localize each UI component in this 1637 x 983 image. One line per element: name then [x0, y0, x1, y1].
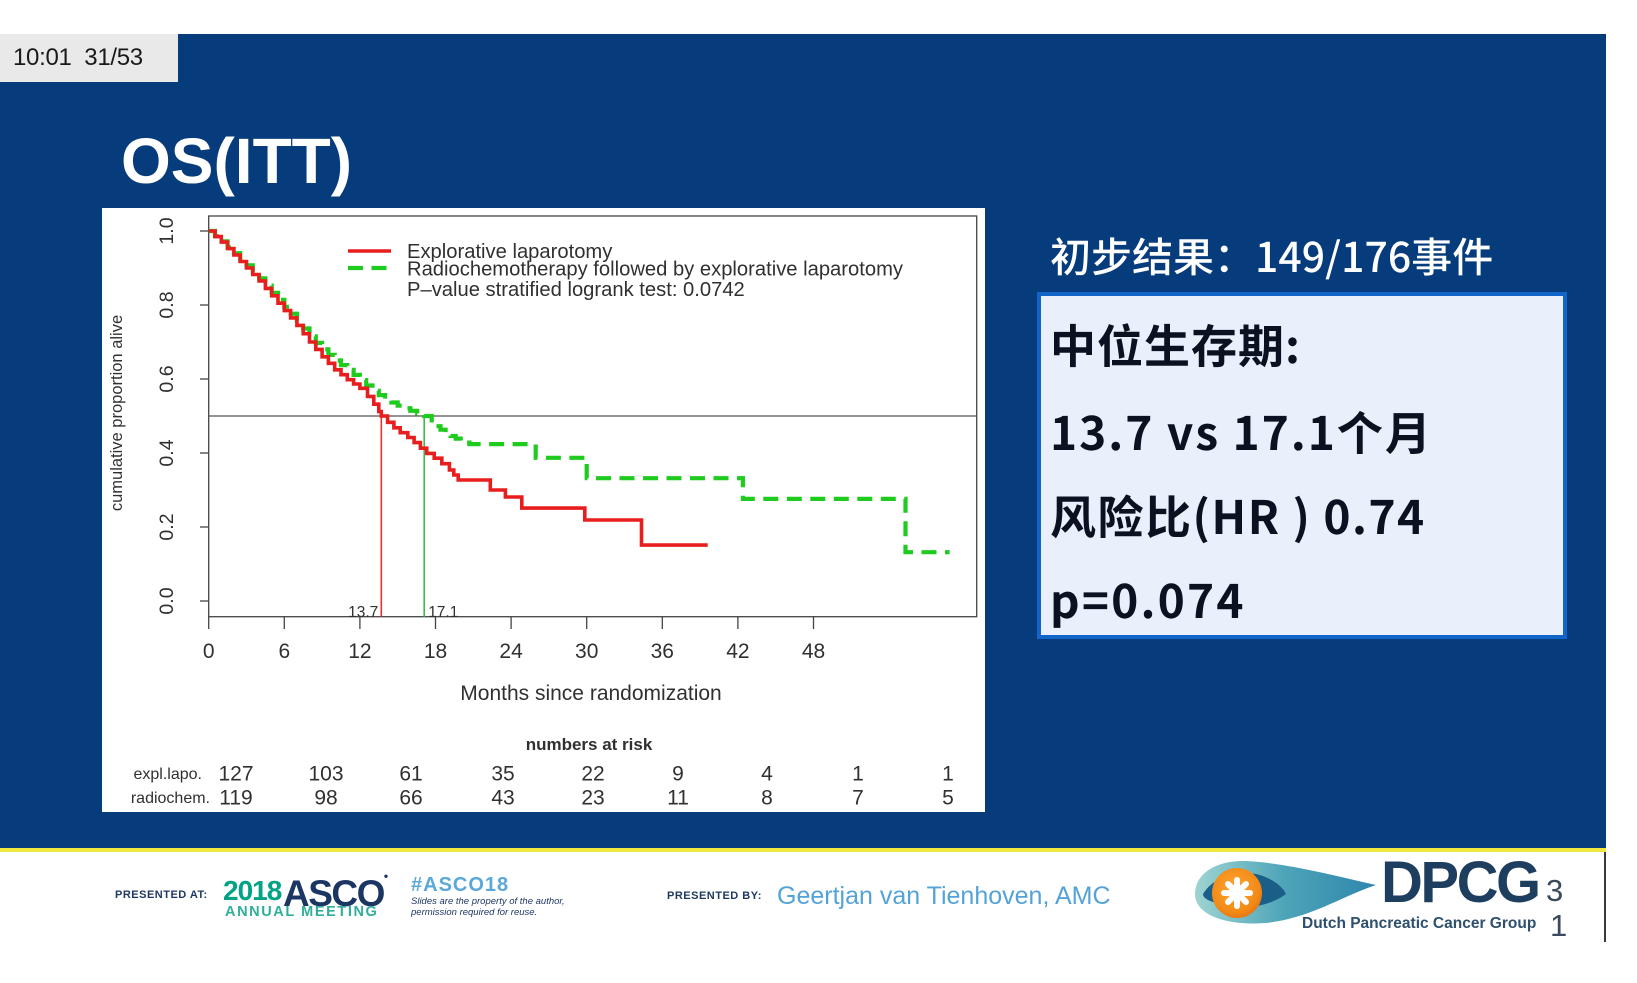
- svg-text:0: 0: [203, 640, 215, 663]
- svg-text:Months since randomization: Months since randomization: [460, 682, 721, 705]
- svg-text:P–value stratified logrank tes: P–value stratified logrank test: 0.0742: [407, 279, 745, 301]
- svg-text:17.1: 17.1: [428, 604, 458, 621]
- svg-text:7: 7: [852, 787, 864, 810]
- svg-text:0.6: 0.6: [156, 365, 178, 392]
- svg-text:98: 98: [314, 787, 337, 810]
- svg-text:127: 127: [218, 763, 253, 786]
- svg-text:9: 9: [672, 763, 684, 786]
- svg-text:Radiochemotherapy followed by: Radiochemotherapy followed by explorativ…: [407, 259, 904, 281]
- svg-text:6: 6: [278, 640, 290, 663]
- svg-text:36: 36: [651, 640, 674, 663]
- svg-text:11: 11: [667, 787, 689, 810]
- svg-text:103: 103: [308, 763, 343, 786]
- svg-text:119: 119: [219, 787, 252, 810]
- svg-text:18: 18: [424, 640, 447, 663]
- svg-text:1: 1: [852, 763, 864, 786]
- svg-text:4: 4: [761, 763, 773, 786]
- svg-text:0.4: 0.4: [156, 439, 178, 466]
- svg-text:42: 42: [726, 640, 749, 663]
- svg-text:13.7: 13.7: [348, 604, 378, 621]
- svg-text:5: 5: [942, 787, 954, 810]
- svg-text:1: 1: [942, 763, 954, 786]
- svg-text:66: 66: [399, 787, 422, 810]
- svg-text:22: 22: [581, 763, 604, 786]
- svg-text:43: 43: [491, 787, 514, 810]
- svg-text:12: 12: [348, 640, 371, 663]
- svg-text:cumulative proportion alive: cumulative proportion alive: [108, 315, 126, 511]
- svg-text:expl.lapo.: expl.lapo.: [134, 766, 203, 783]
- svg-text:8: 8: [761, 787, 773, 810]
- svg-text:radiochem.: radiochem.: [131, 790, 210, 807]
- svg-text:48: 48: [802, 640, 825, 663]
- svg-text:0.0: 0.0: [156, 587, 178, 614]
- svg-text:1.0: 1.0: [156, 217, 178, 244]
- svg-text:35: 35: [491, 763, 514, 786]
- svg-text:24: 24: [499, 640, 523, 663]
- svg-text:23: 23: [581, 787, 604, 810]
- svg-text:numbers at risk: numbers at risk: [526, 735, 653, 754]
- svg-text:0.2: 0.2: [156, 513, 178, 540]
- svg-text:Explorative laparotomy: Explorative laparotomy: [407, 241, 613, 263]
- svg-text:30: 30: [575, 640, 598, 663]
- svg-text:61: 61: [399, 763, 422, 786]
- svg-text:0.8: 0.8: [156, 291, 178, 318]
